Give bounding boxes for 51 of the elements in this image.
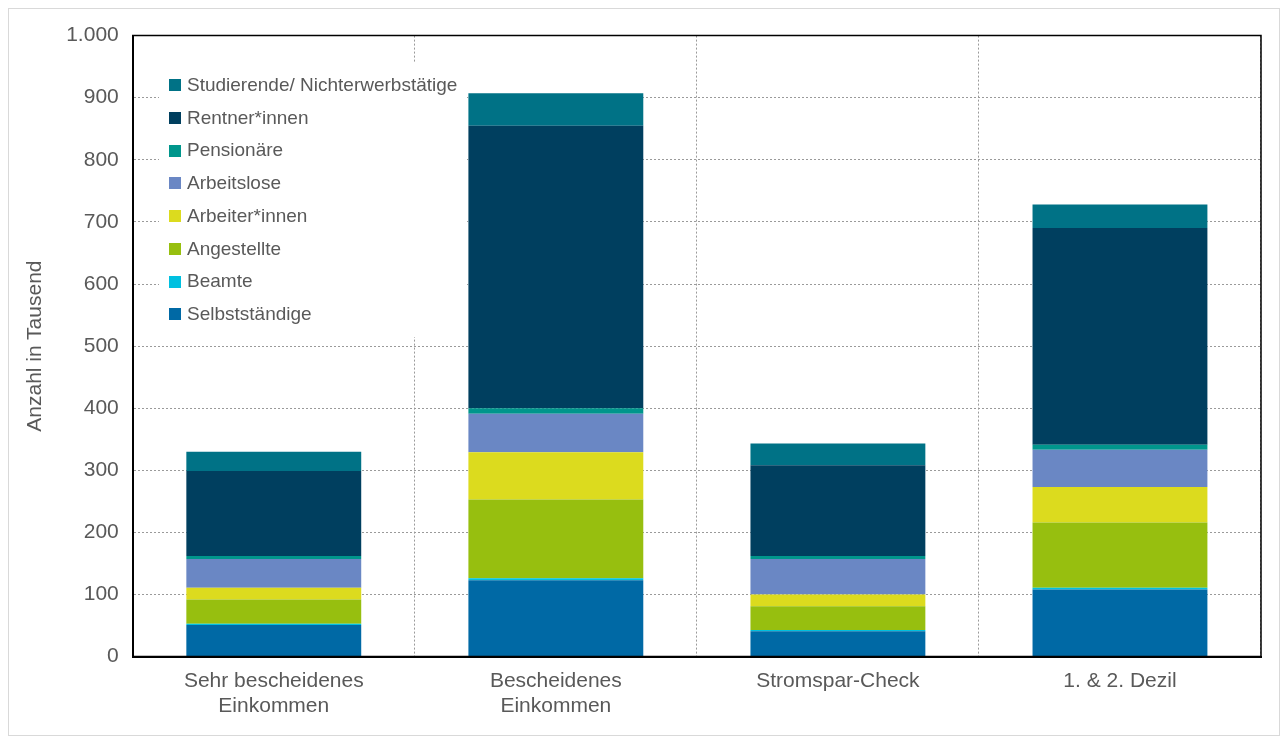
bar <box>750 443 926 466</box>
legend-label: Rentner*innen <box>187 105 309 130</box>
y-tick-label: 700 <box>83 208 119 232</box>
bar <box>186 470 362 556</box>
bar <box>750 631 926 657</box>
legend-label: Selbstständige <box>187 301 312 326</box>
x-tick-label: 1. & 2. Dezil <box>1063 668 1177 691</box>
y-tick-label: 600 <box>83 270 119 294</box>
bar <box>468 93 644 126</box>
bar <box>186 599 362 624</box>
x-tick-label: Sehr bescheidenes Einkommen <box>183 668 364 717</box>
bar <box>750 465 926 556</box>
x-tick-label: Stromspar-Check <box>756 668 921 691</box>
y-tick-label: 100 <box>83 581 119 605</box>
legend-label: Arbeiter*innen <box>187 203 308 228</box>
y-tick-label: 500 <box>83 332 119 356</box>
legend-label: Arbeitslose <box>187 171 281 196</box>
y-tick-label: 400 <box>83 395 119 418</box>
y-tick-label: 800 <box>83 146 119 170</box>
bar <box>1032 589 1208 657</box>
x-tick-label: Bescheidenes Einkommen <box>489 668 622 717</box>
y-tick-label: 0 <box>107 643 119 667</box>
y-tick-label: 200 <box>83 519 119 543</box>
bar <box>468 408 644 414</box>
y-axis-title: Anzahl in Tausend <box>22 260 46 432</box>
bar <box>1032 444 1208 450</box>
bar <box>186 624 362 657</box>
bar <box>468 499 644 579</box>
bar <box>750 559 926 595</box>
y-tick-label: 1.000 <box>66 22 119 46</box>
bar <box>1032 487 1208 523</box>
bar <box>186 556 362 560</box>
bar <box>1032 204 1208 229</box>
bar <box>750 606 926 630</box>
legend-label: Pensionäre <box>187 138 284 163</box>
bar <box>186 559 362 588</box>
bar <box>750 556 926 560</box>
bar <box>750 594 926 607</box>
bar <box>1032 449 1208 488</box>
legend-label: Beamte <box>187 269 253 294</box>
bar <box>1032 522 1208 588</box>
bar <box>468 452 644 500</box>
legend-label: Studierende/ Nichterwerbstätige <box>187 73 458 97</box>
y-tick-label: 900 <box>83 84 119 108</box>
bar <box>468 413 644 453</box>
bar <box>186 587 362 600</box>
bar <box>1032 228 1208 445</box>
bar <box>186 451 362 471</box>
y-tick-label: 300 <box>83 457 119 481</box>
bar <box>468 580 644 657</box>
legend-label: Angestellte <box>187 236 282 261</box>
